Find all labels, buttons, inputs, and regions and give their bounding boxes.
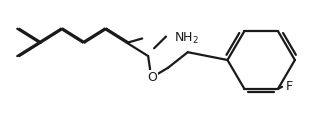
Text: NH$_2$: NH$_2$	[174, 31, 199, 46]
Text: F: F	[286, 80, 293, 93]
Text: O: O	[147, 71, 157, 84]
